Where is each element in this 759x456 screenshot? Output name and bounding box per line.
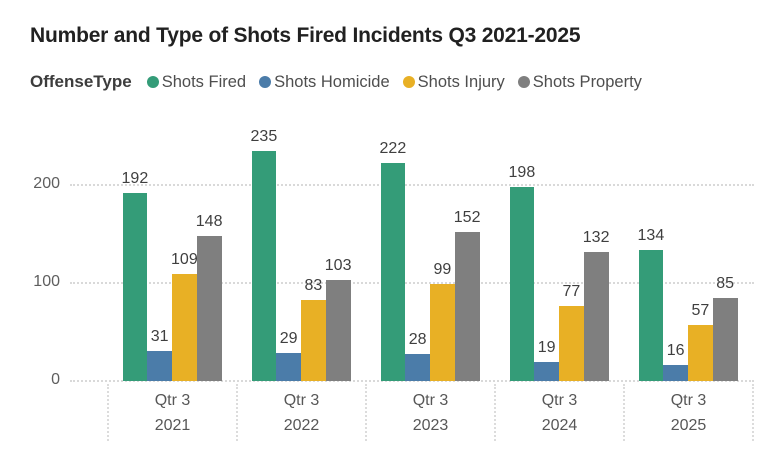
bar-shots-homicide-2024[interactable] [534,362,559,381]
category-separator [107,384,109,441]
chart-title: Number and Type of Shots Fired Incidents… [30,24,581,47]
bar-shots-fired-2025[interactable] [638,249,664,381]
category-quarter-label: Qtr 3 [283,392,320,409]
x-axis-category-label: Qtr 3 2025 [624,388,753,438]
bar-value-label: 16 [666,342,685,360]
legend-item-label: Shots Fired [161,72,247,91]
legend-item-shots-fired[interactable]: Shots Fired [146,72,247,92]
bar-shots-property-2024[interactable] [583,251,609,381]
bar-shots-homicide-2021[interactable] [147,350,172,381]
y-axis-tick-label: 0 [51,371,60,388]
category-separator [365,384,367,441]
bar-value-label: 222 [379,140,407,158]
bar-value-label: 19 [537,339,556,357]
bar-shots-homicide-2022[interactable] [276,352,301,381]
x-axis-category-label: Qtr 3 2024 [495,388,624,438]
x-axis-category-label: Qtr 3 2021 [108,388,237,438]
bar-value-label: 31 [150,327,169,345]
category-quarter-label: Qtr 3 [154,392,191,409]
legend: OffenseType Shots Fired Shots Homicide Sho… [30,70,642,94]
bar-shots-property-2022[interactable] [325,280,351,381]
legend-item-shots-injury[interactable]: Shots Injury [402,72,505,92]
bar-value-label: 148 [195,212,223,230]
bar-value-label: 235 [250,127,278,145]
x-axis-category-label: Qtr 3 2023 [366,388,495,438]
legend-item-shots-homicide[interactable]: Shots Homicide [259,73,390,92]
legend-item-label: Shots Homicide [274,72,390,91]
category-year-label: 2024 [541,417,578,434]
category-separator [623,384,625,441]
bar-shots-fired-2024[interactable] [509,186,535,381]
legend-title: OffenseType [30,72,132,91]
bar-shots-injury-2025[interactable] [688,325,713,381]
bar-shots-injury-2022[interactable] [301,299,326,381]
bar-shots-fired-2023[interactable] [380,163,406,381]
category-year-label: 2022 [283,417,320,434]
shots-injury-dot-icon [402,76,415,88]
category-year-label: 2025 [670,417,707,434]
bar-value-label: 109 [171,251,198,269]
bar-shots-homicide-2023[interactable] [405,353,430,381]
bar-value-label: 83 [304,276,323,294]
gridline-100 [70,282,754,284]
gridline-0 [70,380,754,382]
bar-shots-fired-2022[interactable] [251,150,277,381]
bar-value-label: 132 [582,228,610,246]
legend-items: Shots Fired Shots Homicide Shots Injury Sho… [146,72,642,92]
bar-shots-property-2025[interactable] [712,297,738,381]
category-quarter-label: Qtr 3 [541,392,578,409]
bar-value-label: 99 [433,260,452,278]
category-quarter-label: Qtr 3 [670,392,707,409]
bar-value-label: 103 [324,257,352,275]
bar-value-label: 198 [508,163,536,181]
gridline-200 [70,184,754,186]
bar-shots-injury-2024[interactable] [559,305,584,381]
bar-value-label: 134 [637,226,665,244]
shots-homicide-dot-icon [259,76,272,88]
x-axis-category-label: Qtr 3 2022 [237,388,366,438]
bar-shots-injury-2021[interactable] [172,274,197,381]
bar-value-label: 28 [408,330,427,348]
bar-shots-fired-2021[interactable] [122,192,148,381]
legend-item-label: Shots Injury [417,72,505,91]
category-separator [752,384,754,441]
bar-value-label: 29 [279,329,298,347]
legend-item-shots-property[interactable]: Shots Property [517,72,642,92]
shots-fired-dot-icon [146,76,159,88]
category-year-label: 2021 [154,417,191,434]
bar-value-label: 152 [453,209,481,227]
shots-property-dot-icon [517,76,530,88]
y-axis-tick-label: 200 [33,175,60,192]
bar-shots-property-2021[interactable] [196,235,222,381]
bar-shots-property-2023[interactable] [454,232,480,381]
bar-value-label: 77 [562,282,581,300]
y-axis-tick-label: 100 [33,273,60,290]
category-separator [494,384,496,441]
bar-value-label: 57 [691,302,710,320]
category-year-label: 2023 [412,417,449,434]
bar-value-label: 85 [716,274,735,292]
legend-item-label: Shots Property [532,72,642,91]
bar-shots-injury-2023[interactable] [430,283,455,381]
bar-shots-homicide-2025[interactable] [663,365,688,381]
bar-value-label: 192 [121,169,149,187]
category-separator [236,384,238,441]
category-quarter-label: Qtr 3 [412,392,449,409]
